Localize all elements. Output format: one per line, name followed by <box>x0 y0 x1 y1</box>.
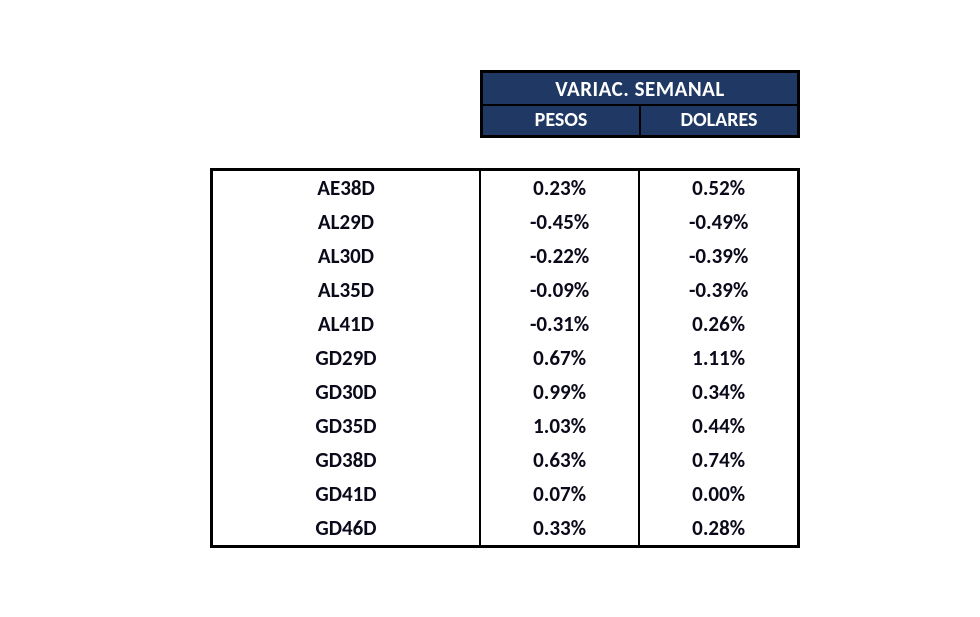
ticker-cell: AL41D <box>212 307 480 341</box>
table-row: GD41D 0.07% 0.00% <box>212 477 799 511</box>
pesos-cell: 0.23% <box>480 169 639 205</box>
dolares-cell: 0.74% <box>639 443 798 477</box>
pesos-cell: -0.09% <box>480 273 639 307</box>
dolares-cell: -0.49% <box>639 205 798 239</box>
ticker-cell: AE38D <box>212 169 480 205</box>
header-title: VARIAC. SEMANAL <box>483 73 797 104</box>
pesos-cell: -0.45% <box>480 205 639 239</box>
pesos-cell: 0.67% <box>480 341 639 375</box>
dolares-cell: -0.39% <box>639 273 798 307</box>
dolares-cell: 1.11% <box>639 341 798 375</box>
header-block: VARIAC. SEMANAL PESOS DOLARES <box>480 70 800 138</box>
ticker-cell: GD29D <box>212 341 480 375</box>
dolares-cell: -0.39% <box>639 239 798 273</box>
table-row: AL35D -0.09% -0.39% <box>212 273 799 307</box>
dolares-cell: 0.44% <box>639 409 798 443</box>
dolares-cell: 0.52% <box>639 169 798 205</box>
dolares-cell: 0.28% <box>639 511 798 547</box>
pesos-cell: 0.07% <box>480 477 639 511</box>
ticker-cell: AL30D <box>212 239 480 273</box>
header-col-dolares: DOLARES <box>639 106 797 135</box>
ticker-cell: GD30D <box>212 375 480 409</box>
dolares-cell: 0.34% <box>639 375 798 409</box>
ticker-cell: GD35D <box>212 409 480 443</box>
dolares-cell: 0.00% <box>639 477 798 511</box>
variation-panel: VARIAC. SEMANAL PESOS DOLARES AE38D 0.23… <box>165 70 815 548</box>
table-row: AL41D -0.31% 0.26% <box>212 307 799 341</box>
ticker-cell: GD46D <box>212 511 480 547</box>
variation-table: AE38D 0.23% 0.52% AL29D -0.45% -0.49% AL… <box>210 168 800 548</box>
header-col-pesos: PESOS <box>483 106 639 135</box>
pesos-cell: -0.31% <box>480 307 639 341</box>
pesos-cell: 0.33% <box>480 511 639 547</box>
header-subcolumns: PESOS DOLARES <box>483 104 797 135</box>
ticker-cell: AL29D <box>212 205 480 239</box>
ticker-cell: AL35D <box>212 273 480 307</box>
spacer <box>165 138 815 168</box>
ticker-cell: GD41D <box>212 477 480 511</box>
table-row: GD46D 0.33% 0.28% <box>212 511 799 547</box>
table-row: GD30D 0.99% 0.34% <box>212 375 799 409</box>
pesos-cell: 1.03% <box>480 409 639 443</box>
table-row: GD38D 0.63% 0.74% <box>212 443 799 477</box>
table-row: AE38D 0.23% 0.52% <box>212 169 799 205</box>
table-row: GD29D 0.67% 1.11% <box>212 341 799 375</box>
table-row: AL30D -0.22% -0.39% <box>212 239 799 273</box>
table-row: GD35D 1.03% 0.44% <box>212 409 799 443</box>
pesos-cell: 0.63% <box>480 443 639 477</box>
ticker-cell: GD38D <box>212 443 480 477</box>
pesos-cell: -0.22% <box>480 239 639 273</box>
table-row: AL29D -0.45% -0.49% <box>212 205 799 239</box>
dolares-cell: 0.26% <box>639 307 798 341</box>
pesos-cell: 0.99% <box>480 375 639 409</box>
